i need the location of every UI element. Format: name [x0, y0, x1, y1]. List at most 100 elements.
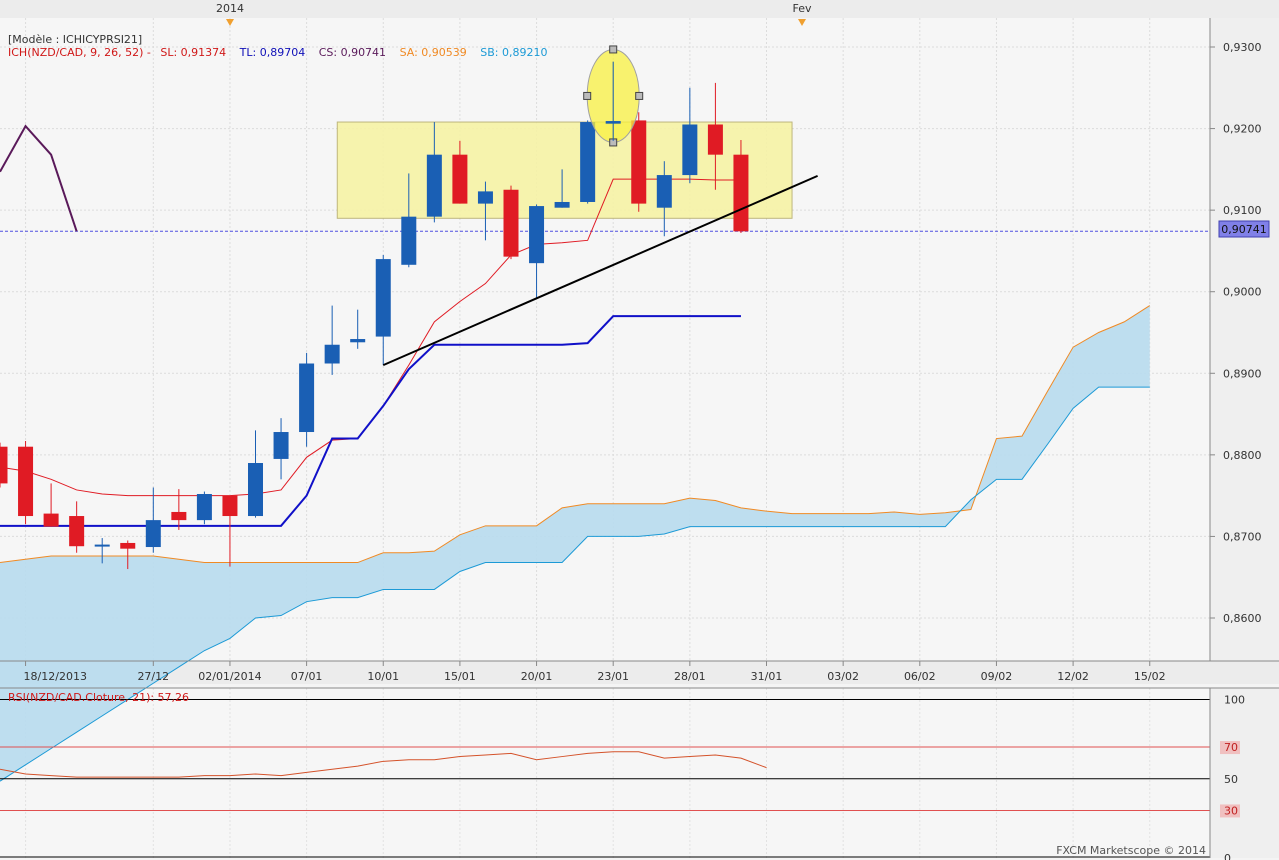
x-tick-label: 12/02 — [1057, 670, 1089, 683]
rsi-level-badge — [1220, 804, 1240, 818]
candle-body — [401, 216, 417, 265]
y-tick-label: 0,9000 — [1223, 286, 1262, 299]
candle — [120, 540, 136, 570]
x-tick-label: 20/01 — [521, 670, 553, 683]
last-price-label: 0,90741 — [1221, 223, 1267, 236]
candle — [350, 309, 366, 349]
candle-body — [273, 432, 289, 459]
rsi-panel: 0 30 50 70 100 — [0, 694, 1245, 860]
candle-body — [529, 206, 545, 264]
candle — [426, 122, 442, 223]
x-tick-label: 18/12/2013 — [24, 670, 87, 683]
rsi-y-tick-label: 0 — [1224, 852, 1231, 860]
candle — [196, 491, 212, 525]
candle-body — [94, 544, 110, 547]
candle-body — [682, 124, 698, 176]
sb-value: SB: 0,89210 — [480, 46, 547, 59]
chikou-span-line — [0, 124, 78, 232]
y-tick-label: 0,8600 — [1223, 612, 1262, 625]
trendline — [382, 174, 818, 367]
x-tick-label: 27/12 — [137, 670, 169, 683]
annotations — [382, 45, 818, 367]
candlestick-series — [0, 61, 749, 570]
candle — [222, 495, 238, 567]
rsi-title: RSI(NZD/CAD.Cloture, 21): 57,26 — [8, 691, 189, 704]
candle — [94, 538, 110, 564]
indicator-lines — [0, 124, 1210, 527]
candle-body — [145, 520, 161, 548]
candle-body — [503, 189, 519, 257]
candle — [18, 440, 34, 525]
ich-label: ICH(NZD/CAD, 9, 26, 52) - — [8, 46, 151, 59]
top-marker-2014-arrow — [226, 19, 234, 26]
x-tick-label: 06/02 — [904, 670, 936, 683]
x-axis-strip — [0, 661, 1279, 684]
candle — [554, 169, 570, 208]
candle — [299, 352, 315, 447]
candle — [580, 120, 596, 204]
copyright-text: FXCM Marketscope © 2014 — [1056, 844, 1206, 857]
sa-value: SA: 0,90539 — [400, 46, 467, 59]
candle-body — [18, 446, 34, 517]
candle — [733, 139, 749, 233]
candle — [324, 305, 340, 375]
y-tick-label: 0,8700 — [1223, 530, 1262, 543]
candle — [682, 87, 698, 184]
axes: 0,8600 0,8700 0,8800 0,8900 0,9000 0,9100 0,92… — [24, 41, 1262, 683]
candle-body — [299, 363, 315, 433]
x-tick-label: 15/01 — [444, 670, 476, 683]
y-tick-label: 0,8800 — [1223, 449, 1262, 462]
cs-value: CS: 0,90741 — [319, 46, 386, 59]
candle — [171, 489, 187, 530]
candle — [631, 112, 647, 212]
ichimoku-legend: ICH(NZD/CAD, 9, 26, 52) - SL: 0,91374 TL… — [8, 46, 548, 59]
candle-body — [171, 511, 187, 521]
last-price-badge — [1218, 220, 1270, 238]
candle-body — [452, 154, 468, 204]
y-axis-background — [1210, 18, 1279, 661]
rsi-level-badge — [1220, 741, 1240, 755]
top-marker-fev: Fev — [792, 2, 811, 15]
candle-body — [477, 191, 493, 204]
candle — [69, 501, 85, 553]
rsi-line — [0, 751, 767, 778]
candle — [145, 487, 161, 553]
kijun-sen-line — [0, 315, 741, 527]
candle — [477, 181, 493, 241]
candle-body — [120, 542, 136, 549]
candle-body — [656, 175, 672, 208]
rsi-y-tick-label: 30 — [1224, 804, 1238, 817]
y-tick-label: 0,9200 — [1223, 123, 1262, 136]
candle-body — [707, 124, 723, 155]
rsi-y-tick-label: 100 — [1224, 694, 1245, 707]
ellipse-handle — [583, 91, 592, 100]
candle — [656, 161, 672, 237]
x-tick-label: 07/01 — [291, 670, 323, 683]
x-tick-label: 03/02 — [827, 670, 859, 683]
candle-body — [222, 495, 238, 517]
x-tick-label: 15/02 — [1134, 670, 1166, 683]
cloud-fill — [0, 305, 1150, 782]
candle-body — [350, 339, 366, 343]
y-tick-label: 0,9100 — [1223, 204, 1262, 217]
x-tick-label: 28/01 — [674, 670, 706, 683]
candle-body — [631, 120, 647, 204]
candle — [452, 140, 468, 204]
senkou-b-line — [0, 386, 1150, 782]
top-marker-2014: 2014 — [216, 2, 244, 15]
ellipse-handle — [635, 91, 644, 100]
candle — [248, 430, 263, 518]
candle — [707, 82, 723, 190]
sl-value: SL: 0,91374 — [160, 46, 226, 59]
y-tick-label: 0,8900 — [1223, 367, 1262, 380]
ichimoku-cloud — [0, 305, 1151, 782]
candle-body — [375, 259, 391, 337]
candle-body — [248, 463, 263, 517]
candle-body — [324, 344, 340, 364]
rsi-plot-background — [0, 688, 1210, 858]
candle — [529, 204, 545, 298]
x-tick-label: 31/01 — [751, 670, 783, 683]
candle-body — [0, 446, 8, 484]
